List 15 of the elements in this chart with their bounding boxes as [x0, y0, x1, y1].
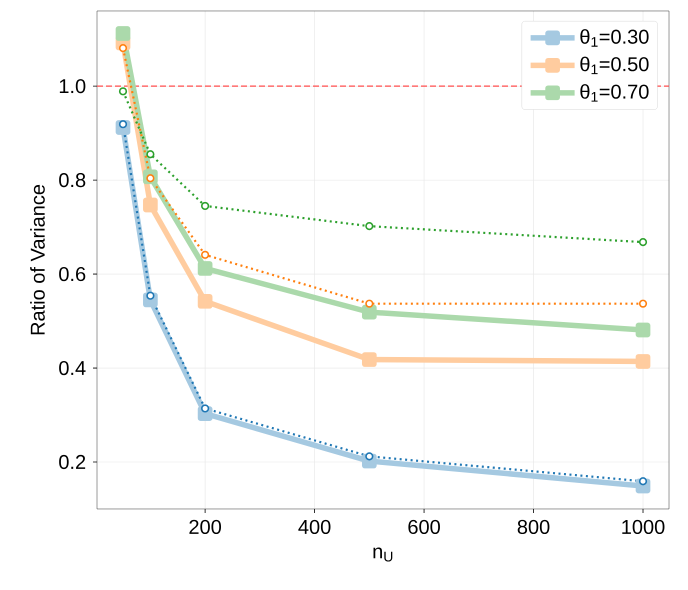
legend-label: θ$_{1}$=0.50: [580, 56, 649, 74]
y-tick-label: 0.8: [59, 173, 86, 188]
x-tick-label: 400: [298, 520, 330, 534]
x-tick-label: 200: [189, 520, 222, 534]
x-tick-label: 800: [518, 520, 550, 534]
y-tick-label: 0.4: [59, 360, 86, 376]
y-tick-label: 0.2: [59, 454, 86, 470]
y-tick-label: 0.6: [59, 266, 86, 282]
x-tick-label: 600: [408, 520, 440, 534]
legend-label: θ$_{1}$=0.30: [580, 29, 649, 47]
legend-label: θ$_{1}$=0.70: [580, 84, 649, 102]
x-tick-label: 1000: [622, 520, 664, 534]
y-tick-label: 1.0: [60, 79, 86, 94]
x-axis-title: n$_{U}$: [373, 548, 392, 562]
y-axis-title: Ratio of Variance: [30, 184, 45, 334]
